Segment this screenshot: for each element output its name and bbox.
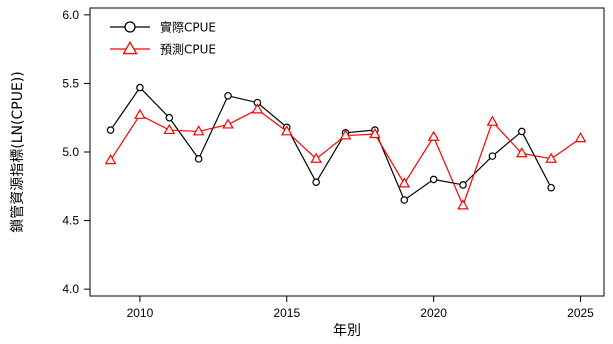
series-predicted (104, 103, 587, 210)
data-point-circle (312, 178, 320, 186)
data-point-triangle (104, 153, 117, 165)
y-tick-label: 5.5 (62, 76, 79, 90)
data-point-triangle (515, 147, 528, 158)
y-axis-title: 鎖管資源指標(LN(CPUE)) (10, 71, 26, 232)
series-line (110, 108, 581, 208)
data-point-circle (224, 91, 232, 100)
data-point-circle (106, 126, 115, 134)
data-point-triangle (398, 177, 411, 188)
data-point-circle (194, 155, 203, 163)
data-point-triangle (163, 123, 176, 135)
data-point-triangle (574, 132, 587, 143)
data-point-triangle (310, 152, 322, 163)
data-point-circle (547, 183, 555, 192)
series-actual (106, 83, 555, 204)
x-tick-label: 2025 (567, 306, 594, 320)
legend-label: 實際CPUE (160, 20, 216, 35)
data-point-circle (429, 175, 438, 184)
data-point-circle (517, 127, 526, 136)
data-point-triangle (192, 125, 205, 136)
data-point-triangle (222, 118, 234, 129)
data-point-circle (459, 181, 467, 189)
legend-marker-triangle (122, 40, 138, 55)
data-point-triangle (339, 129, 352, 140)
data-point-circle (488, 152, 497, 160)
x-tick-label: 2020 (420, 306, 447, 320)
y-tick-label: 4.0 (62, 282, 79, 296)
data-point-triangle (427, 130, 440, 141)
data-point-triangle (545, 152, 557, 163)
y-tick-label: 6.0 (62, 8, 79, 22)
x-tick-label: 2010 (127, 306, 154, 320)
y-tick-label: 4.5 (62, 214, 79, 228)
y-tick-label: 5.0 (62, 145, 79, 159)
legend-label: 預測CPUE (160, 43, 216, 57)
data-point-triangle (251, 103, 264, 114)
data-point-triangle (134, 108, 146, 119)
series-line (110, 86, 552, 201)
data-point-triangle (369, 127, 381, 139)
x-axis-title: 年別 (333, 323, 361, 339)
data-point-triangle (280, 125, 293, 136)
legend-marker-circle (124, 21, 136, 33)
data-point-circle (165, 113, 174, 122)
data-point-circle (400, 196, 409, 204)
data-point-triangle (486, 115, 499, 126)
legend: 實際CPUE 預測CPUE (110, 20, 216, 57)
ticks-layer: 2010 2015 2020 2025 4.0 4.5 5.0 5.5 6.0 (62, 8, 594, 320)
x-tick-label: 2015 (273, 306, 300, 320)
data-point-triangle (457, 199, 469, 210)
series-layer (104, 83, 587, 210)
data-point-circle (136, 83, 144, 92)
